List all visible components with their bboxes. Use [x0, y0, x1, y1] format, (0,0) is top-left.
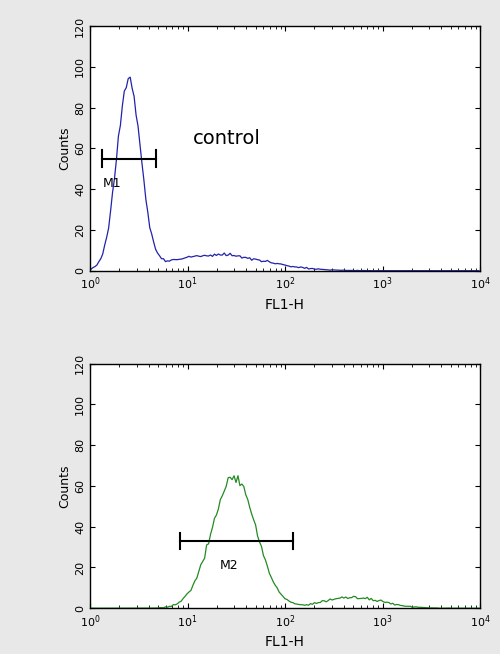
Text: M1: M1: [102, 177, 121, 190]
X-axis label: FL1-H: FL1-H: [265, 635, 305, 649]
Text: M2: M2: [220, 560, 238, 572]
Y-axis label: Counts: Counts: [58, 464, 71, 508]
X-axis label: FL1-H: FL1-H: [265, 298, 305, 312]
Y-axis label: Counts: Counts: [58, 127, 71, 170]
Text: control: control: [192, 129, 260, 148]
